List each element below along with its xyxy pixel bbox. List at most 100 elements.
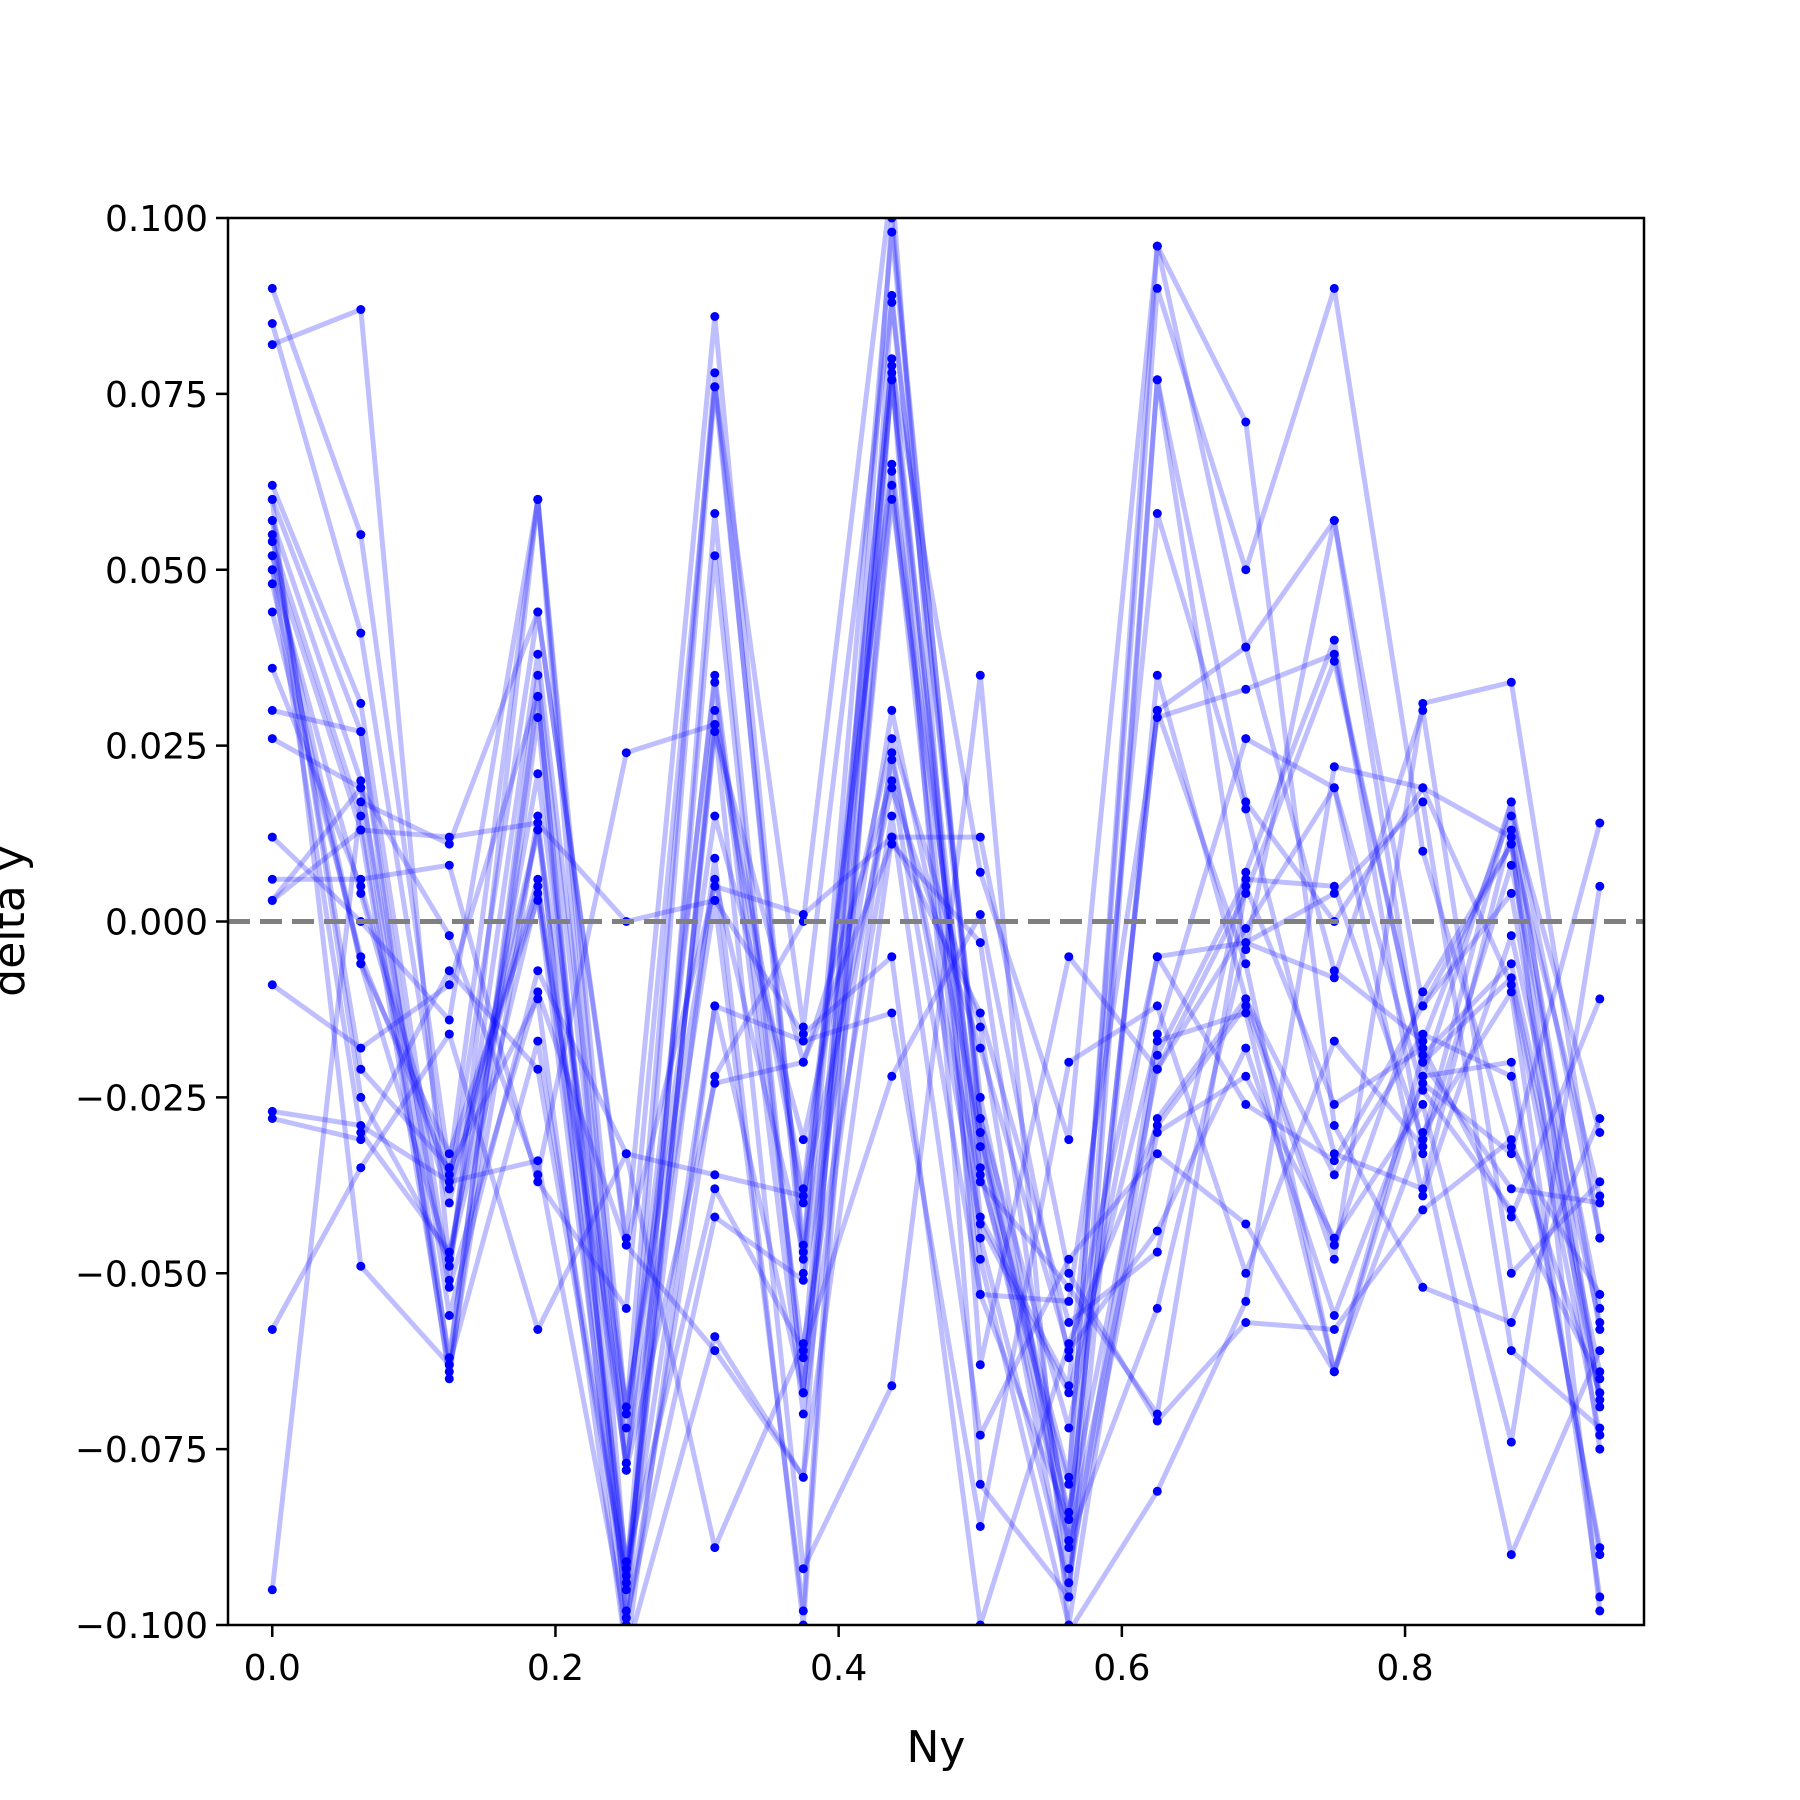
data-point-20-9 bbox=[1064, 1057, 1074, 1067]
data-point-14-3 bbox=[533, 494, 543, 504]
data-point-3-10 bbox=[1152, 713, 1162, 722]
data-point-22-9 bbox=[1064, 1268, 1074, 1278]
data-point-1-4 bbox=[621, 1233, 631, 1243]
series-line-20 bbox=[271, 862, 1603, 1586]
data-point-26-3 bbox=[533, 994, 543, 1004]
data-point-7-3 bbox=[533, 811, 543, 821]
series-line-1 bbox=[269, 229, 1603, 1551]
data-point-11-14 bbox=[1506, 1268, 1516, 1278]
data-point-7-9 bbox=[1064, 1472, 1074, 1482]
data-point-5-12 bbox=[1329, 881, 1339, 891]
data-point-10-12 bbox=[1329, 1170, 1339, 1180]
data-point-4-5 bbox=[710, 670, 720, 680]
data-point-15-5 bbox=[710, 382, 720, 392]
data-point-27-10 bbox=[1152, 241, 1162, 251]
data-point-10-3 bbox=[533, 874, 543, 884]
data-point-2-7 bbox=[887, 354, 897, 364]
y-tick-label-5: −0.025 bbox=[75, 1078, 208, 1119]
data-point-6-12 bbox=[1329, 1240, 1339, 1250]
data-point-0-13 bbox=[1418, 1036, 1428, 1046]
data-point-18-11 bbox=[1241, 881, 1251, 891]
data-point-23-14 bbox=[1506, 959, 1516, 969]
data-point-25-1 bbox=[356, 1261, 366, 1271]
data-point-18-14 bbox=[1506, 1212, 1516, 1222]
data-point-18-9 bbox=[1064, 1282, 1074, 1292]
data-point-19-0 bbox=[267, 1106, 277, 1116]
data-point-22-13 bbox=[1418, 1205, 1428, 1215]
data-point-10-10 bbox=[1152, 670, 1162, 680]
data-point-3-5 bbox=[710, 551, 720, 561]
data-point-20-2 bbox=[444, 966, 454, 976]
data-point-15-11 bbox=[1241, 417, 1251, 427]
series-line-15 bbox=[272, 243, 1603, 1325]
data-point-26-6 bbox=[798, 1472, 808, 1482]
data-point-23-7 bbox=[887, 776, 897, 786]
data-point-26-5 bbox=[710, 1332, 720, 1342]
series-line-5 bbox=[269, 468, 1603, 1625]
data-point-19-3 bbox=[533, 1156, 543, 1166]
data-point-17-11 bbox=[1241, 1001, 1251, 1011]
data-point-7-7 bbox=[887, 494, 897, 504]
data-point-26-14 bbox=[1506, 832, 1516, 842]
data-point-2-6 bbox=[798, 1268, 808, 1278]
data-point-26-15 bbox=[1595, 1606, 1605, 1616]
data-point-16-8 bbox=[975, 670, 985, 680]
data-point-1-9 bbox=[1064, 1543, 1074, 1553]
data-point-4-3 bbox=[533, 670, 543, 680]
data-point-14-11 bbox=[1241, 1071, 1251, 1081]
data-point-8-6 bbox=[798, 1247, 808, 1257]
data-point-11-3 bbox=[533, 881, 543, 891]
data-point-10-1 bbox=[356, 952, 366, 962]
data-point-15-6 bbox=[798, 1240, 808, 1250]
data-point-25-9 bbox=[1064, 1536, 1074, 1546]
data-point-3-4 bbox=[621, 1571, 631, 1581]
data-point-27-8 bbox=[975, 1170, 985, 1180]
y-tick-label-1: 0.075 bbox=[105, 375, 208, 416]
data-point-4-15 bbox=[1595, 1374, 1605, 1384]
data-point-5-5 bbox=[710, 705, 720, 715]
data-point-14-0 bbox=[267, 832, 277, 842]
series-line-25 bbox=[269, 499, 1602, 1586]
series-line-10 bbox=[269, 370, 1603, 1625]
data-point-14-13 bbox=[1418, 1099, 1428, 1109]
data-point-23-10 bbox=[1152, 705, 1162, 715]
data-point-10-4 bbox=[621, 1564, 631, 1574]
data-point-9-8 bbox=[975, 1219, 985, 1229]
data-point-22-2 bbox=[444, 839, 454, 849]
data-point-2-10 bbox=[1152, 509, 1162, 518]
data-point-18-2 bbox=[444, 980, 454, 990]
data-point-25-5 bbox=[710, 727, 720, 737]
data-point-19-15 bbox=[1595, 1318, 1605, 1327]
data-point-12-3 bbox=[533, 966, 543, 976]
data-point-14-7 bbox=[887, 734, 897, 744]
data-point-18-5 bbox=[710, 1212, 720, 1222]
y-tick-label-0: 0.100 bbox=[105, 199, 208, 240]
data-point-0-15 bbox=[1595, 1128, 1605, 1137]
data-point-12-15 bbox=[1595, 818, 1605, 828]
data-point-7-15 bbox=[1595, 1289, 1605, 1299]
data-point-2-15 bbox=[1595, 1325, 1605, 1334]
data-point-27-4 bbox=[621, 1606, 631, 1616]
data-point-9-2 bbox=[444, 1149, 454, 1159]
data-point-24-7 bbox=[887, 1071, 897, 1081]
data-point-17-10 bbox=[1152, 1121, 1162, 1130]
data-point-15-13 bbox=[1418, 1282, 1428, 1292]
data-point-27-6 bbox=[798, 1388, 808, 1398]
x-tick-label-4: 0.8 bbox=[1376, 1648, 1433, 1689]
data-point-14-12 bbox=[1329, 1233, 1339, 1243]
data-point-13-13 bbox=[1418, 1149, 1428, 1159]
data-point-26-2 bbox=[444, 1163, 454, 1173]
data-point-9-6 bbox=[798, 1409, 808, 1419]
series-line-27 bbox=[269, 243, 1603, 1614]
data-point-6-13 bbox=[1418, 987, 1428, 997]
data-point-24-6 bbox=[798, 1346, 808, 1356]
data-point-5-10 bbox=[1152, 1050, 1162, 1060]
data-point-6-4 bbox=[621, 1585, 631, 1595]
data-point-1-7 bbox=[887, 227, 897, 237]
data-point-9-15 bbox=[1595, 1592, 1605, 1602]
series-line-4 bbox=[269, 377, 1603, 1586]
data-point-21-9 bbox=[1064, 1254, 1074, 1264]
data-point-4-14 bbox=[1506, 1205, 1516, 1215]
data-point-27-9 bbox=[1064, 1479, 1074, 1489]
data-point-3-14 bbox=[1506, 973, 1516, 983]
